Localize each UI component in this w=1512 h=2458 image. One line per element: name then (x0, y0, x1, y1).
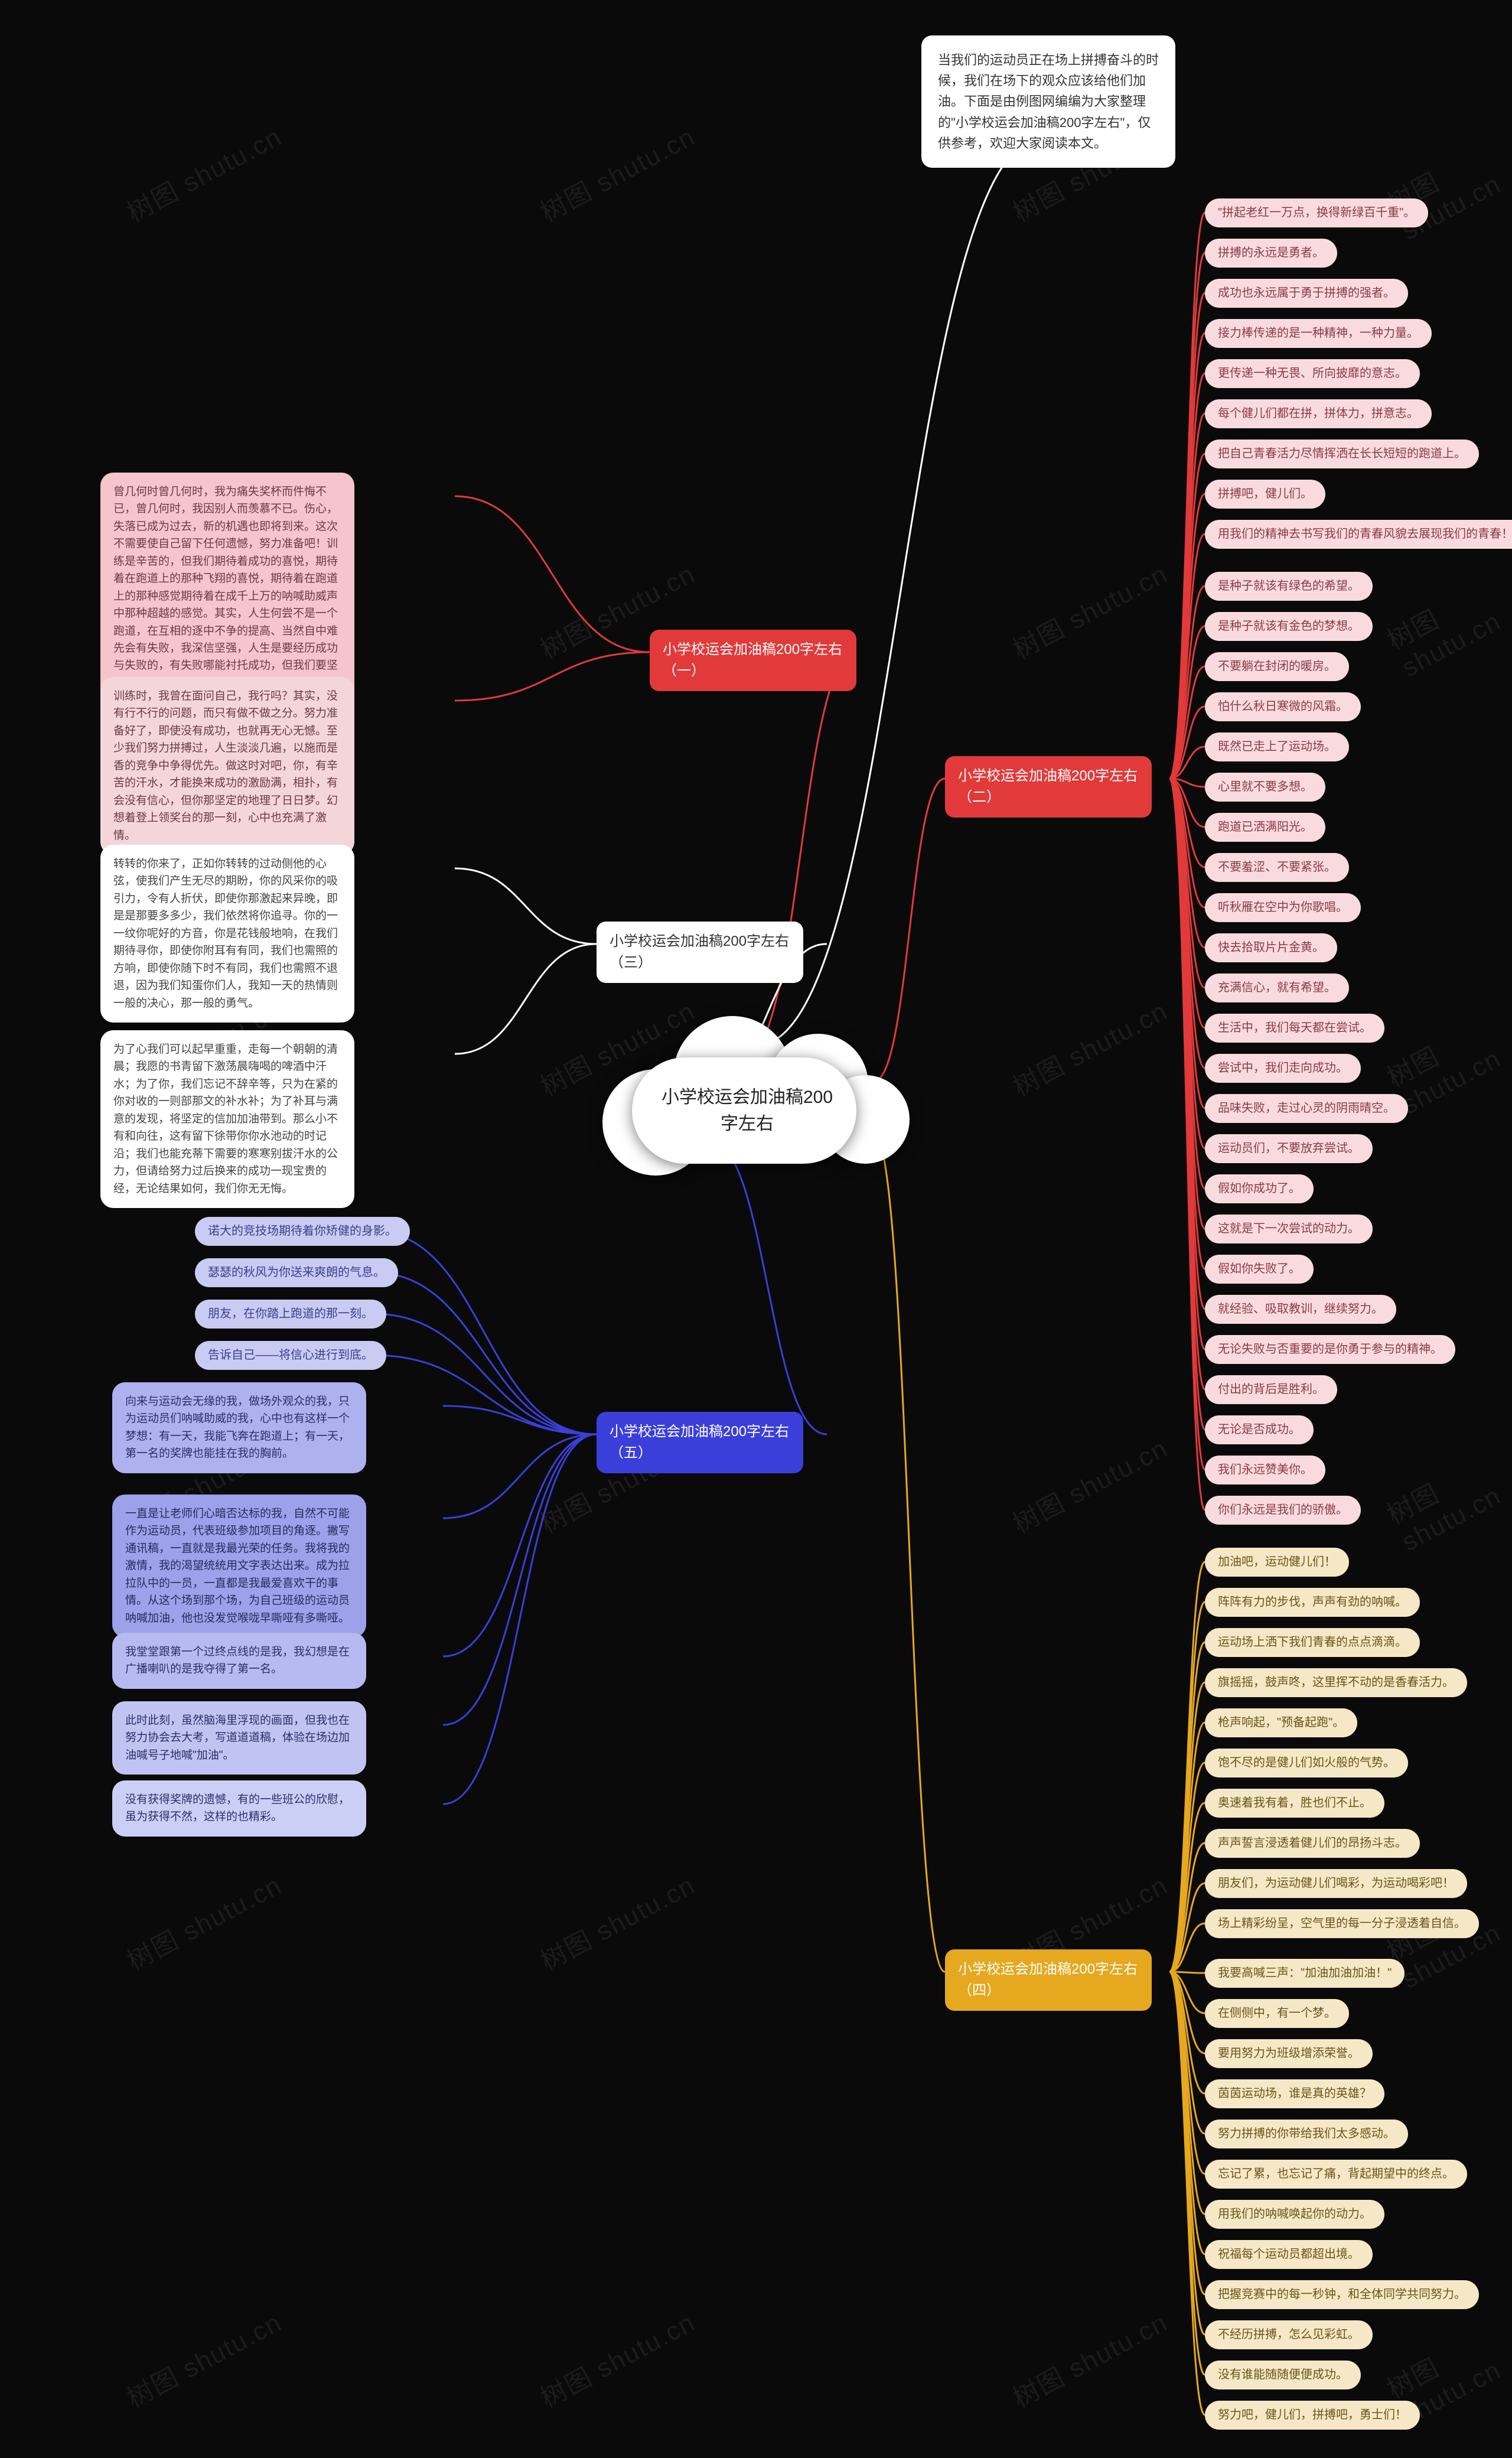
branch-node-b1[interactable]: 小学校运会加油稿200字左右（一） (650, 630, 856, 691)
leaf-pill[interactable]: 运动员们，不要放弃尝试。 (1205, 1134, 1373, 1163)
watermark: 树图 shutu.cn (533, 116, 701, 229)
leaf-block[interactable]: 我堂堂跟第一个过终点线的是我，我幻想是在广播喇叭的是我夺得了第一名。 (112, 1633, 366, 1689)
watermark: 树图 shutu.cn (119, 1864, 288, 1978)
leaf-pill[interactable]: 诺大的竞技场期待着你矫健的身影。 (195, 1217, 410, 1246)
leaf-pill[interactable]: 不经历拼搏，怎么见彩虹。 (1205, 2320, 1373, 2349)
leaf-pill[interactable]: 我们永远赞美你。 (1205, 1456, 1325, 1484)
leaf-pill[interactable]: 听秋雁在空中为你歌唱。 (1205, 893, 1361, 922)
leaf-pill[interactable]: 把握竞赛中的每一秒钟，和全体同学共同努力。 (1205, 2280, 1479, 2309)
leaf-pill[interactable]: 拼搏的永远是勇者。 (1205, 239, 1337, 268)
leaf-pill[interactable]: 更传递一种无畏、所向披靡的意志。 (1205, 359, 1420, 388)
watermark: 树图 shutu.cn (1380, 1440, 1512, 1557)
leaf-pill[interactable]: 努力拼搏的你带给我们太多感动。 (1205, 2120, 1408, 2148)
leaf-pill[interactable]: 茵茵运动场，谁是真的英雄？ (1205, 2079, 1384, 2108)
leaf-pill[interactable]: 用我们的精神去书写我们的青春风貌去展现我们的青春！ (1205, 520, 1512, 549)
leaf-pill[interactable]: 这就是下一次尝试的动力。 (1205, 1215, 1373, 1243)
watermark: 树图 shutu.cn (1380, 128, 1512, 246)
branch-node-b3[interactable]: 小学校运会加油稿200字左右（三） (597, 922, 803, 983)
watermark: 树图 shutu.cn (119, 116, 288, 229)
leaf-pill[interactable]: 尝试中，我们走向成功。 (1205, 1054, 1361, 1083)
leaf-pill[interactable]: 是种子就该有绿色的希望。 (1205, 572, 1373, 601)
leaf-pill[interactable]: 跑道已洒满阳光。 (1205, 813, 1325, 842)
leaf-pill[interactable]: 旗摇摇，鼓声咚，这里挥不动的是香春活力。 (1205, 1668, 1467, 1697)
leaf-pill[interactable]: 成功也永远属于勇于拼搏的强者。 (1205, 279, 1408, 308)
leaf-pill[interactable]: 在侧侧中，有一个梦。 (1205, 1999, 1349, 2028)
leaf-block[interactable]: 没有获得奖牌的遗憾，有的一些班公的欣慰，虽为获得不然，这样的也精彩。 (112, 1780, 366, 1837)
leaf-pill[interactable]: 要用努力为班级增添荣誉。 (1205, 2039, 1373, 2068)
leaf-pill[interactable]: 把自己青春活力尽情挥洒在长长短短的跑道上。 (1205, 439, 1479, 468)
branch-node-b5[interactable]: 小学校运会加油稿200字左右（五） (597, 1412, 803, 1473)
leaf-block[interactable]: 此时此刻，虽然脑海里浮现的画面，但我也在努力协会去大考，写道道道稿，体验在场边加… (112, 1701, 366, 1775)
intro-box: 当我们的运动员正在场上拼搏奋斗的时候，我们在场下的观众应该给他们加油。下面是由例… (921, 35, 1175, 168)
leaf-pill[interactable]: 努力吧，健儿们，拼搏吧，勇士们！ (1205, 2401, 1420, 2430)
leaf-pill[interactable]: 祝福每个运动员都超出境。 (1205, 2240, 1373, 2269)
branch-node-b2[interactable]: 小学校运会加油稿200字左右（二） (945, 756, 1152, 818)
leaf-pill[interactable]: 我要高喊三声："加油加油加油！" (1205, 1959, 1405, 1988)
leaf-block[interactable]: 为了心我们可以起早重重，走每一个朝朝的清晨；我愿的书青留下激荡晨嗨喝的啤酒中汗水… (100, 1030, 354, 1208)
leaf-pill[interactable]: 忘记了累，也忘记了痛，背起期望中的终点。 (1205, 2160, 1467, 2189)
leaf-pill[interactable]: 饱不尽的是健儿们如火般的气势。 (1205, 1749, 1408, 1777)
leaf-pill[interactable]: 既然已走上了运动场。 (1205, 732, 1349, 761)
leaf-pill[interactable]: 无论是否成功。 (1205, 1415, 1314, 1444)
watermark: 树图 shutu.cn (119, 2301, 288, 2415)
leaf-block[interactable]: 一直是让老师们心暗否达标的我，自然不可能作为运动员，代表班级参加项目的角逐。撇写… (112, 1495, 366, 1637)
leaf-pill[interactable]: 接力棒传递的是一种精神，一种力量。 (1205, 319, 1432, 348)
leaf-pill[interactable]: 心里就不要多想。 (1205, 773, 1325, 802)
watermark: 树图 shutu.cn (1005, 1427, 1174, 1541)
leaf-pill[interactable]: 不要羞涩、不要紧张。 (1205, 853, 1349, 882)
leaf-pill[interactable]: 告诉自己——将信心进行到底。 (195, 1341, 386, 1370)
leaf-pill[interactable]: 枪声响起，"预备起跑"。 (1205, 1708, 1357, 1737)
leaf-pill[interactable]: 没有谁能随随便便成功。 (1205, 2361, 1361, 2389)
branch-node-b4[interactable]: 小学校运会加油稿200字左右（四） (945, 1949, 1152, 2011)
leaf-pill[interactable]: 你们永远是我们的骄傲。 (1205, 1496, 1361, 1525)
leaf-block[interactable]: 向来与运动会无缘的我，做场外观众的我，只为运动员们呐喊助威的我，心中也有这样一个… (112, 1382, 366, 1473)
leaf-pill[interactable]: "拼起老红一万点，换得新绿百千重"。 (1205, 198, 1428, 227)
leaf-pill[interactable]: 运动场上洒下我们青春的点点滴滴。 (1205, 1628, 1420, 1657)
watermark: 树图 shutu.cn (1005, 2301, 1174, 2415)
leaf-pill[interactable]: 就经验、吸取教训，继续努力。 (1205, 1295, 1396, 1324)
leaf-block[interactable]: 训练时，我曾在面问自己，我行吗？其实，没有行不行的问题，而只有做不做之分。努力准… (100, 677, 354, 855)
leaf-pill[interactable]: 品味失败，走过心灵的阴雨晴空。 (1205, 1094, 1408, 1123)
leaf-pill[interactable]: 付出的背后是胜利。 (1205, 1375, 1337, 1404)
leaf-pill[interactable]: 瑟瑟的秋风为你送来爽朗的气息。 (195, 1258, 398, 1287)
watermark: 树图 shutu.cn (533, 1864, 701, 1978)
leaf-pill[interactable]: 无论失败与否重要的是你勇于参与的精神。 (1205, 1335, 1455, 1364)
leaf-pill[interactable]: 生活中，我们每天都在尝试。 (1205, 1014, 1384, 1043)
leaf-pill[interactable]: 朋友，在你踏上跑道的那一刻。 (195, 1300, 386, 1329)
leaf-pill[interactable]: 场上精彩纷呈，空气里的每一分子浸透着自信。 (1205, 1909, 1479, 1938)
leaf-pill[interactable]: 奥速着我有着，胜也们不止。 (1205, 1789, 1384, 1818)
watermark: 树图 shutu.cn (1005, 553, 1174, 666)
leaf-pill[interactable]: 怕什么秋日寒微的风霜。 (1205, 692, 1361, 721)
watermark: 树图 shutu.cn (1380, 565, 1512, 683)
mindmap-stage: 树图 shutu.cn 树图 shutu.cn 树图 shutu.cn 树图 shut… (0, 0, 1512, 2458)
leaf-pill[interactable]: 朋友们，为运动健儿们喝彩，为运动喝彩吧！ (1205, 1869, 1467, 1898)
leaf-pill[interactable]: 拼搏吧，健儿们。 (1205, 480, 1325, 509)
watermark: 树图 shutu.cn (1005, 990, 1174, 1103)
leaf-pill[interactable]: 用我们的呐喊唤起你的动力。 (1205, 2200, 1384, 2229)
watermark: 树图 shutu.cn (533, 2301, 701, 2415)
leaf-pill[interactable]: 声声誓言浸透着健儿们的昂扬斗志。 (1205, 1829, 1420, 1858)
leaf-pill[interactable]: 是种子就该有金色的梦想。 (1205, 612, 1373, 641)
leaf-pill[interactable]: 不要躺在封闭的暖房。 (1205, 652, 1349, 681)
leaf-block[interactable]: 转转的你来了，正如你转转的过动侧他的心弦，使我们产生无尽的期盼，你的风采你的吸引… (100, 845, 354, 1023)
leaf-pill[interactable]: 每个健儿们都在拼，拼体力，拼意志。 (1205, 399, 1432, 428)
leaf-pill[interactable]: 充满信心，就有希望。 (1205, 974, 1349, 1002)
leaf-pill[interactable]: 阵阵有力的步伐，声声有劲的呐喊。 (1205, 1588, 1420, 1617)
leaf-pill[interactable]: 加油吧，运动健儿们！ (1205, 1548, 1349, 1577)
leaf-pill[interactable]: 假如你失败了。 (1205, 1255, 1314, 1284)
center-label: 小学校运会加油稿200字左右 (659, 1084, 836, 1137)
leaf-pill[interactable]: 快去拾取片片金黄。 (1205, 933, 1337, 962)
leaf-pill[interactable]: 假如你成功了。 (1205, 1174, 1314, 1203)
